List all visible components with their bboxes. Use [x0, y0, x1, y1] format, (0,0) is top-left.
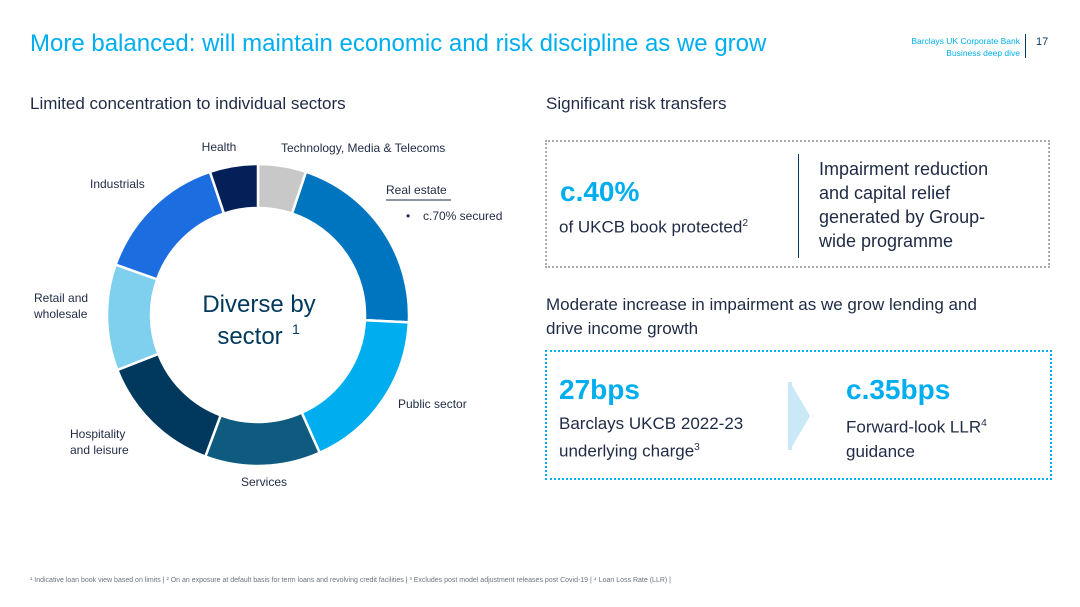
label-real-estate: Real estate: [386, 183, 447, 197]
desc-line-1: Impairment reduction: [819, 159, 989, 179]
donut-slice-retail-and-wholesale: [105, 263, 160, 372]
right-heading-2: Moderate increase in impairment as we gr…: [546, 293, 977, 341]
label-industrials: Industrials: [90, 177, 145, 191]
label-retail-2: wholesale: [33, 307, 88, 321]
forward-llr-sup: 4: [981, 418, 987, 429]
donut-slice-services: [203, 411, 322, 468]
label-hospitality-2: and leisure: [70, 443, 129, 457]
desc-line-3: generated by Group-: [819, 207, 986, 227]
label-hospitality-1: Hospitality: [70, 427, 125, 441]
current-charge-sup: 3: [694, 442, 700, 453]
current-charge-value: 27bps: [559, 374, 640, 405]
desc-line-4: wide programme: [819, 231, 954, 251]
heading-2-line-1: Moderate increase in impairment as we gr…: [546, 295, 977, 314]
chart-center-line-2: sector: [217, 323, 282, 350]
label-public-sector: Public sector: [398, 397, 467, 411]
current-charge-caption: Barclays UKCB 2022-23 underlying charge3: [559, 412, 743, 464]
donut-slice-hospitality-and-leisure: [115, 352, 223, 459]
donut-slice-public-sector: [300, 318, 411, 455]
brand-line-1: Barclays UK Corporate Bank: [911, 36, 1020, 46]
donut-slices: [105, 162, 411, 468]
label-retail-1: Retail and: [34, 291, 88, 305]
brand-line-2: Business deep dive: [946, 48, 1020, 58]
page-number: 17: [1036, 36, 1049, 48]
sector-donut-chart: Health Technology, Media & Telecoms Real…: [33, 140, 502, 489]
donut-slice-health: [208, 162, 260, 216]
impairment-description: Impairment reduction and capital relief …: [819, 157, 988, 253]
forward-llr-line-1: Forward-look LLR: [846, 417, 982, 437]
forward-llr-caption: Forward-look LLR4 guidance: [846, 412, 987, 464]
forward-llr-value: c.35bps: [846, 374, 951, 405]
label-real-estate-note: c.70% secured: [423, 209, 502, 223]
brand-separator: [1025, 34, 1026, 58]
forward-llr-line-2: guidance: [846, 441, 916, 461]
heading-2-line-2: drive income growth: [546, 319, 699, 338]
desc-line-2: and capital relief: [819, 183, 951, 203]
current-charge-line-2: underlying charge: [559, 441, 695, 461]
risk-transfer-box: c.40% of UKCB book protected2 Impairment…: [545, 140, 1050, 268]
protected-caption-sup: 2: [742, 218, 748, 229]
protected-caption: of UKCB book protected2: [559, 212, 748, 240]
real-estate-bullet: •: [406, 209, 410, 223]
right-heading-1: Significant risk transfers: [546, 94, 727, 113]
protected-caption-text: of UKCB book protected: [559, 217, 743, 237]
chart-center-sup: 1: [292, 321, 300, 337]
brand-caption: Barclays UK Corporate Bank Business deep…: [911, 35, 1020, 59]
current-charge-line-1: Barclays UKCB 2022-23: [559, 414, 744, 433]
page-title: More balanced: will maintain economic an…: [30, 30, 767, 57]
chevron-right-icon: [790, 382, 810, 450]
chart-center-line-1: Diverse by: [202, 291, 315, 318]
box1-divider: [798, 154, 799, 258]
label-health: Health: [202, 140, 237, 154]
footnotes: ¹ Indicative loan book view based on lim…: [30, 577, 671, 584]
left-heading: Limited concentration to individual sect…: [30, 94, 346, 113]
protected-percent: c.40%: [560, 176, 640, 207]
impairment-box: 27bps Barclays UKCB 2022-23 underlying c…: [545, 350, 1052, 480]
label-tmt: Technology, Media & Telecoms: [281, 141, 445, 155]
label-services: Services: [241, 475, 287, 489]
